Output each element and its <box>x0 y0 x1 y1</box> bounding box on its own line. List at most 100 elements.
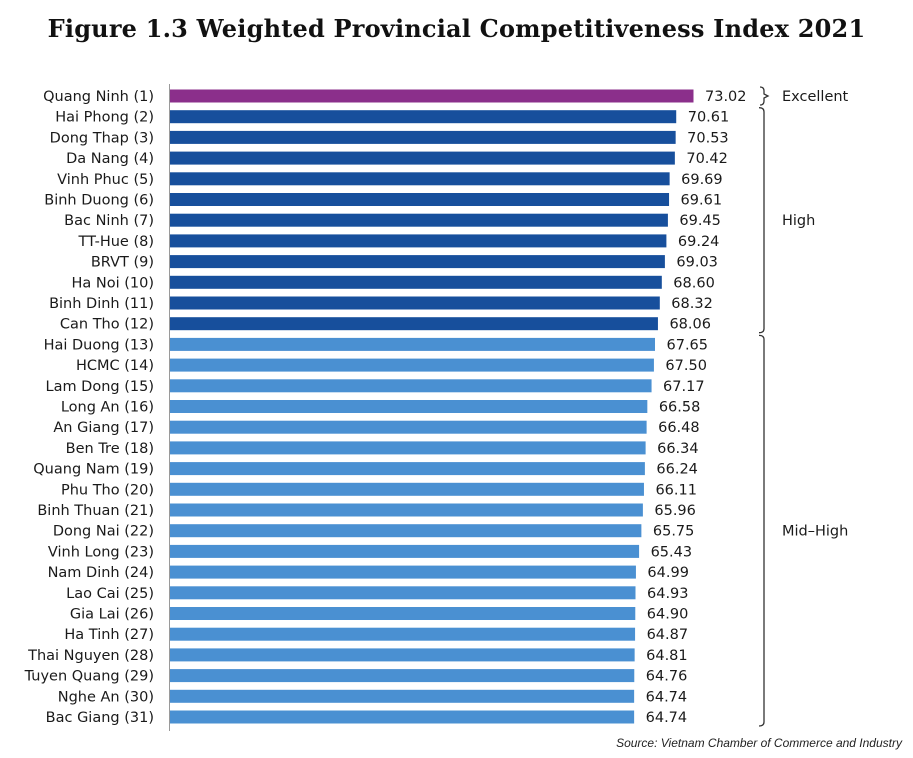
category-label: Tuyen Quang (29) <box>24 669 154 685</box>
bar <box>170 420 647 434</box>
value-label: 64.76 <box>646 669 688 685</box>
category-label: Hai Phong (2) <box>55 110 154 126</box>
category-label: Nghe An (30) <box>58 689 154 705</box>
bar <box>170 689 635 703</box>
category-label: Lam Dong (15) <box>45 379 154 395</box>
category-label: TT-Hue (8) <box>77 234 154 250</box>
value-label: 67.65 <box>667 337 709 353</box>
bar <box>170 586 636 600</box>
category-label: Ha Noi (10) <box>71 275 154 291</box>
value-label: 69.03 <box>676 255 718 271</box>
value-label: 68.60 <box>673 275 715 291</box>
bar <box>170 648 635 662</box>
bar <box>170 379 652 393</box>
category-label: Binh Thuan (21) <box>37 503 154 519</box>
source-note: Source: Vietnam Chamber of Commerce and … <box>616 736 902 750</box>
category-label: Ben Tre (18) <box>66 441 154 457</box>
bar <box>170 441 646 455</box>
bar <box>170 275 662 289</box>
category-label: Binh Dinh (11) <box>49 296 154 312</box>
value-label: 66.58 <box>659 400 701 416</box>
category-label: Hai Duong (13) <box>44 337 154 353</box>
category-label: Long An (16) <box>61 400 154 416</box>
group-label: High <box>782 213 815 229</box>
bar <box>170 234 667 248</box>
bar <box>170 151 675 165</box>
category-label: Can Tho (12) <box>60 317 154 333</box>
value-label: 65.75 <box>653 524 695 540</box>
bar <box>170 296 660 310</box>
category-label: Phu Tho (20) <box>61 482 154 498</box>
bar <box>170 255 665 269</box>
group-bracket <box>758 107 765 334</box>
value-label: 69.45 <box>679 213 721 229</box>
bar <box>170 337 656 351</box>
bar <box>170 172 670 186</box>
category-label: Thai Nguyen (28) <box>27 648 154 664</box>
value-label: 64.93 <box>647 586 689 602</box>
bar <box>170 358 654 372</box>
value-label: 69.24 <box>678 234 720 250</box>
category-label: Bac Ninh (7) <box>64 213 154 229</box>
category-label: Vinh Phuc (5) <box>57 172 154 188</box>
value-label: 73.02 <box>705 89 747 105</box>
value-label: 66.24 <box>656 462 698 478</box>
bar <box>170 482 644 496</box>
value-label: 65.43 <box>651 544 693 560</box>
group-label: Mid–High <box>782 524 848 540</box>
value-label: 67.50 <box>665 358 707 374</box>
bar <box>170 710 635 724</box>
category-label: Dong Nai (22) <box>53 524 154 540</box>
bar <box>170 565 636 579</box>
value-label: 64.74 <box>646 710 688 726</box>
bar <box>170 627 636 641</box>
bar <box>170 213 668 227</box>
category-label: Dong Thap (3) <box>50 130 154 146</box>
bar <box>170 524 642 538</box>
category-label: Quang Nam (19) <box>33 462 154 478</box>
category-label: Bac Giang (31) <box>46 710 154 726</box>
category-label: BRVT (9) <box>91 255 154 271</box>
value-label: 68.06 <box>669 317 711 333</box>
bar <box>170 503 643 517</box>
bar <box>170 462 645 476</box>
value-label: 70.42 <box>686 151 728 167</box>
value-label: 67.17 <box>663 379 705 395</box>
value-label: 69.69 <box>681 172 723 188</box>
bar <box>170 193 670 206</box>
bar <box>170 89 694 103</box>
group-label: Excellent <box>782 89 849 105</box>
bar <box>170 669 635 683</box>
bar <box>170 130 676 144</box>
category-label: HCMC (14) <box>76 358 154 374</box>
value-label: 70.61 <box>688 110 730 126</box>
value-label: 66.48 <box>658 420 700 436</box>
category-label: Da Nang (4) <box>66 151 154 167</box>
bar <box>170 607 636 620</box>
value-label: 70.53 <box>687 130 729 146</box>
category-label: Nam Dinh (24) <box>48 565 154 581</box>
group-bracket <box>758 334 765 727</box>
group-bracket <box>759 86 770 106</box>
bar <box>170 400 648 413</box>
category-label: Quang Ninh (1) <box>43 89 154 105</box>
value-label: 69.61 <box>681 193 723 209</box>
bar <box>170 544 640 558</box>
value-label: 68.32 <box>671 296 713 312</box>
value-label: 66.11 <box>655 482 697 498</box>
chart-title: Figure 1.3 Weighted Provincial Competiti… <box>47 14 866 43</box>
category-label: An Giang (17) <box>53 420 154 436</box>
value-label: 64.99 <box>647 565 689 581</box>
value-label: 64.81 <box>646 648 688 664</box>
bar <box>170 317 658 331</box>
value-label: 64.74 <box>646 689 688 705</box>
category-label: Binh Duong (6) <box>44 193 154 209</box>
value-label: 65.96 <box>654 503 696 519</box>
value-label: 64.90 <box>647 607 689 623</box>
category-label: Ha Tinh (27) <box>64 627 154 643</box>
bar <box>170 110 677 124</box>
value-label: 66.34 <box>657 441 699 457</box>
category-label: Lao Cai (25) <box>66 586 154 602</box>
category-label: Gia Lai (26) <box>70 607 154 623</box>
